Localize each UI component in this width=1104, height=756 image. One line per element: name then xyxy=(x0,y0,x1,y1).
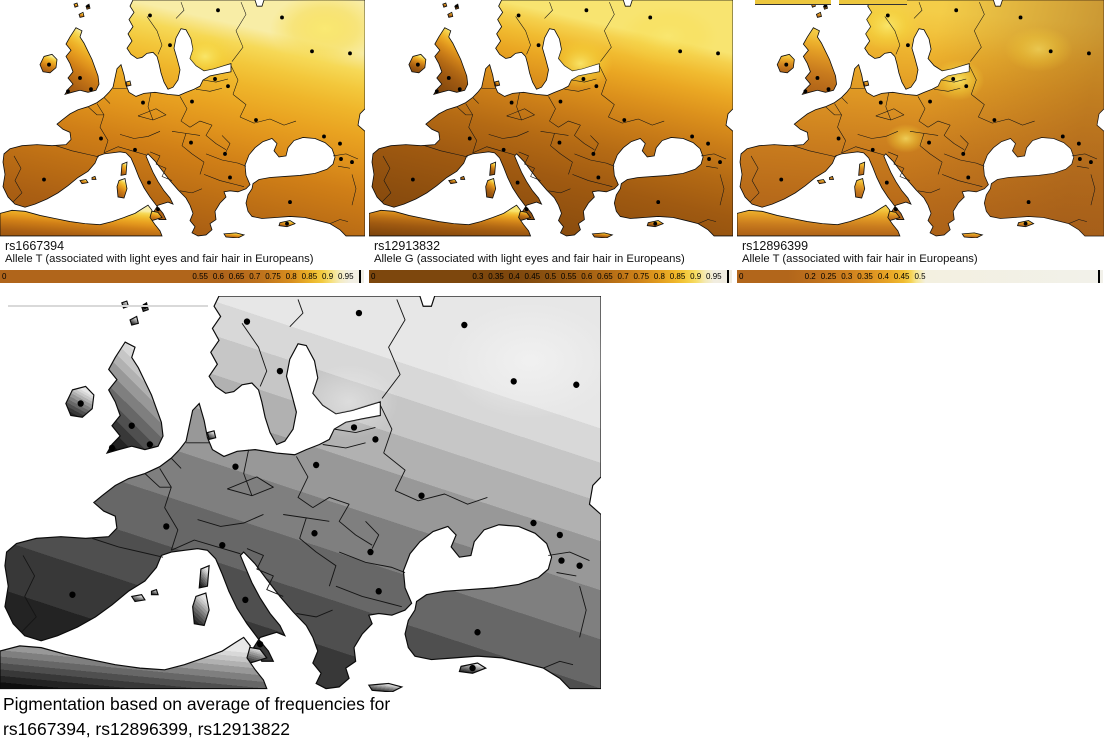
pigmentation-map-panel xyxy=(0,296,601,692)
clipped-colorbar-artifact xyxy=(755,0,831,5)
colorbar-tick-label: 0.3 xyxy=(841,272,853,281)
colorbar-tick-label: 0.65 xyxy=(597,272,613,281)
colorbar-zero-label: 0 xyxy=(371,272,376,281)
colorbar-tick-label: 0.4 xyxy=(877,272,889,281)
colorbar-tick-label: 0.45 xyxy=(893,272,910,281)
colorbar-zero-label: 0 xyxy=(739,272,744,281)
map-edge-artifact xyxy=(8,305,208,307)
colorbar-tick-label: 0.2 xyxy=(804,272,816,281)
colorbar-tick-label: 0.25 xyxy=(820,272,837,281)
colorbar-tick-label: 0.85 xyxy=(301,272,318,281)
map-panel-rs12896399: rs12896399 Allele T (associated with fai… xyxy=(737,0,1104,284)
colorbar-tick-label: 0.85 xyxy=(669,272,686,281)
colorbar-tick-label: 0.55 xyxy=(192,272,208,281)
colorbar-tick-label: 0.95 xyxy=(706,272,722,281)
highlight-spots xyxy=(299,302,601,440)
colorbar-tick-label: 0.8 xyxy=(285,272,297,281)
colorbar-tick-label: 0.95 xyxy=(338,272,354,281)
colorbar-tick-label: 0.55 xyxy=(560,272,577,281)
colorbar-tick-label: 0.35 xyxy=(488,272,504,281)
colorbar-tick-label: 0.3 xyxy=(472,272,484,281)
frequency-colorbar: 0 0.3 0.35 0.4 0.45 0.5 0.55 0.6 0.65 0.7 0.75 0.8 0… xyxy=(369,270,732,283)
europe-allele-map-rs1667394 xyxy=(0,0,365,238)
colorbar-tick-label: 0.75 xyxy=(265,272,281,281)
colorbar-tick-label: 0.65 xyxy=(228,272,245,281)
colorbar-tick-label: 0.4 xyxy=(508,272,520,281)
colorbar-tick-label: 0.75 xyxy=(633,272,650,281)
snp-label: rs12896399 xyxy=(742,239,809,253)
caption-line-1: Pigmentation based on average of frequen… xyxy=(3,694,391,714)
colorbar-tick-label: 0.5 xyxy=(914,272,926,281)
frequency-colorbar: 0 0.2 0.25 0.3 0.35 0.4 0.45 0.5 xyxy=(737,270,1103,283)
colorbar-tick-label: 0.6 xyxy=(212,272,224,281)
colorbar-tick-label: 0.5 xyxy=(544,272,557,281)
colorbar-end-tick xyxy=(359,270,361,283)
map-panel-rs12913832: rs12913832 Allele G (associated with lig… xyxy=(369,0,733,284)
colorbar-end-tick xyxy=(1098,270,1100,283)
frequency-colorbar: 0 0.55 0.6 0.65 0.7 0.75 0.8 0.85 0.9 0.95 xyxy=(0,270,364,283)
allele-note: Allele T (associated with light eyes and… xyxy=(5,253,314,265)
figure-caption: Pigmentation based on average of frequen… xyxy=(3,692,390,742)
colorbar-tick-label: 0.9 xyxy=(690,272,702,281)
colorbar-tick-label: 0.6 xyxy=(581,272,593,281)
colorbar-tick-label: 0.8 xyxy=(653,272,665,281)
map-panel-rs1667394: rs1667394 Allele T (associated with ligh… xyxy=(0,0,365,284)
snp-label: rs1667394 xyxy=(5,239,65,253)
colorbar-zero-label: 0 xyxy=(2,272,7,281)
europe-pigmentation-map xyxy=(0,296,601,692)
colorbar-tick-label: 0.35 xyxy=(857,272,873,281)
colorbar-tick-label: 0.7 xyxy=(249,272,261,281)
clipped-colorbar-artifact xyxy=(839,0,907,5)
europe-allele-map-rs12896399 xyxy=(737,0,1104,238)
colorbar-end-tick xyxy=(727,270,729,283)
snp-label: rs12913832 xyxy=(374,239,441,253)
caption-line-2: rs1667394, rs12896399, rs12913822 xyxy=(3,719,291,739)
allele-note: Allele T (associated with fair hair in E… xyxy=(742,253,978,265)
colorbar-tick-label: 0.9 xyxy=(322,272,334,281)
allele-note: Allele G (associated with light eyes and… xyxy=(374,253,685,265)
colorbar-tick-label: 0.7 xyxy=(617,272,629,281)
highlight-spots xyxy=(737,0,1104,236)
colorbar-tick-label: 0.45 xyxy=(524,272,541,281)
europe-allele-map-rs12913832 xyxy=(369,0,733,238)
